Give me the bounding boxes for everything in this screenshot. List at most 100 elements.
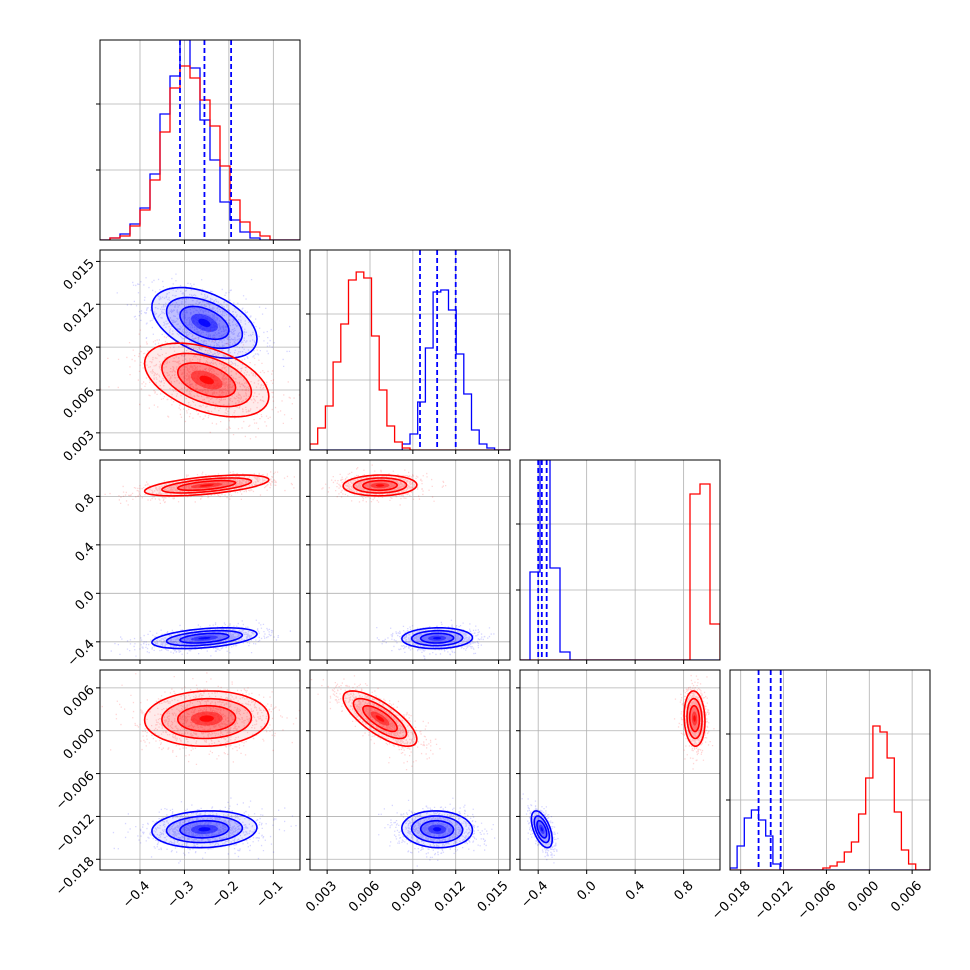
density-contour-red — [352, 477, 408, 494]
x-tick-label: 0.000 — [845, 878, 882, 915]
x-tick-label: 0.003 — [303, 878, 340, 915]
panel-3-1 — [306, 669, 511, 874]
x-tick-label: −0.3 — [165, 878, 198, 911]
histogram-blue — [730, 809, 930, 870]
panel-3-2 — [516, 669, 721, 874]
density-fill-blue — [198, 827, 211, 832]
density-fill-blue — [433, 637, 442, 640]
y-tick-label: 0.006 — [61, 683, 98, 720]
panel-content — [310, 250, 510, 450]
density-contour-red — [362, 479, 398, 492]
x-tick-label: −0.1 — [253, 878, 286, 911]
density-contour-blue — [533, 815, 551, 844]
panel-frame — [309, 669, 511, 871]
diag-panel-0 — [96, 39, 301, 244]
panel-frame — [99, 459, 301, 661]
density-contour-blue — [410, 815, 464, 844]
density-fill-blue — [540, 827, 543, 832]
panel-content — [100, 670, 300, 870]
panel-background — [520, 460, 720, 660]
x-tick-label: 0.006 — [346, 878, 383, 915]
panel-frame — [309, 249, 511, 451]
panel-2-1 — [306, 459, 511, 664]
density-contour-blue — [530, 810, 553, 849]
histogram-red — [520, 483, 720, 660]
panel-content — [100, 40, 300, 240]
density-contour-blue — [419, 632, 455, 644]
y-tick-label: 0.009 — [61, 342, 98, 379]
density-contour-blue — [165, 629, 244, 647]
x-tick-label: 0.4 — [623, 878, 648, 903]
density-contour-red — [143, 342, 270, 418]
density-fill-red — [199, 484, 214, 487]
scatter-points-red — [104, 471, 295, 506]
density-contour-blue — [179, 305, 230, 341]
density-contour-blue — [151, 627, 258, 650]
y-tick-label: 0.006 — [61, 385, 98, 422]
x-tick-label: −0.2 — [209, 878, 242, 911]
density-contour-red — [686, 697, 703, 740]
panel-content — [730, 670, 930, 870]
panel-background — [730, 670, 930, 870]
panel-background — [100, 250, 300, 450]
density-fill-red — [199, 375, 214, 385]
y-tick-label: 0.8 — [72, 491, 97, 516]
density-contour-red — [176, 704, 237, 733]
density-contour-red — [161, 352, 253, 408]
y-tick-label: 0.4 — [72, 540, 97, 565]
x-tick-label: −0.006 — [795, 878, 840, 923]
density-fill-red — [199, 715, 214, 722]
y-tick-label: −0.018 — [53, 854, 98, 899]
panel-frame — [729, 669, 931, 871]
density-contour-red — [161, 697, 253, 740]
x-tick-label: −0.018 — [709, 878, 754, 923]
density-contour-red — [176, 362, 237, 398]
panel-content — [310, 670, 510, 870]
density-contour-red — [683, 690, 706, 748]
x-tick-label: −0.012 — [752, 878, 797, 923]
panel-content — [100, 460, 300, 660]
diag-panel-3 — [726, 669, 931, 874]
histogram-red — [100, 65, 300, 240]
y-tick-label: 0.012 — [61, 299, 98, 336]
density-contour-red — [143, 474, 270, 497]
scatter-points-red — [100, 321, 300, 450]
panel-background — [310, 460, 510, 660]
density-fill-blue — [433, 827, 442, 832]
panel-background — [520, 670, 720, 870]
panel-frame — [99, 39, 301, 241]
x-tick-label: 0.8 — [671, 878, 696, 903]
density-contour-blue — [419, 819, 455, 839]
panel-content — [520, 670, 720, 870]
y-tick-label: 0.000 — [61, 726, 98, 763]
density-contour-red — [352, 697, 408, 740]
density-contour-blue — [400, 810, 474, 849]
density-contour-blue — [410, 629, 464, 647]
x-tick-label: −0.4 — [518, 878, 551, 911]
y-tick-label: 0.015 — [61, 256, 98, 293]
diag-panel-2 — [516, 459, 721, 664]
histogram-red — [730, 725, 930, 870]
density-contour-red — [342, 474, 418, 497]
density-contour-blue — [151, 810, 258, 849]
x-tick-label: 0.009 — [389, 878, 426, 915]
density-fill-red — [375, 484, 385, 487]
density-contour-blue — [179, 632, 230, 644]
density-contour-blue — [179, 819, 230, 839]
x-tick-label: −0.4 — [120, 878, 153, 911]
density-fill-blue — [198, 637, 211, 640]
x-tick-label: 0.006 — [888, 878, 925, 915]
y-tick-label: −0.006 — [53, 769, 98, 814]
density-fill-red — [693, 715, 696, 722]
y-tick-label: 0.003 — [61, 428, 98, 465]
panel-content — [310, 460, 510, 660]
x-tick-label: 0.015 — [475, 878, 512, 915]
panel-content — [520, 460, 720, 660]
panel-frame — [99, 249, 301, 451]
panel-frame — [519, 459, 721, 661]
density-contour-red — [143, 690, 270, 747]
panel-frame — [99, 669, 301, 871]
x-tick-label: 0.012 — [432, 878, 469, 915]
panel-2-0 — [96, 459, 301, 664]
histogram-red — [310, 271, 510, 450]
